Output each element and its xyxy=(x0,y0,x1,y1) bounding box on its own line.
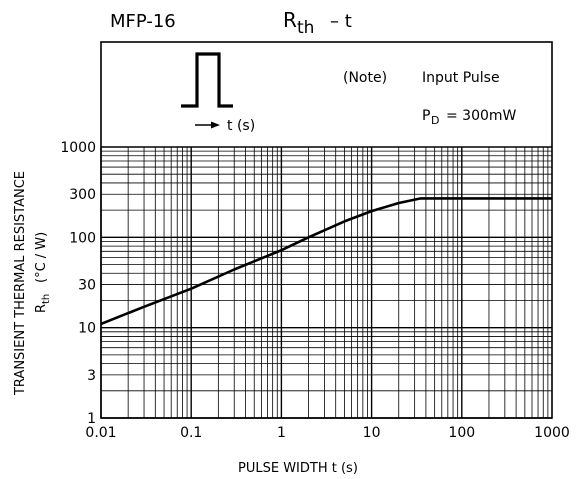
y-tick-label: 1 xyxy=(87,411,96,427)
note-box: t (s) (Note) Input Pulse P D = 300mW xyxy=(181,52,517,134)
input-pulse-label: Input Pulse xyxy=(422,70,500,86)
y-axis-label-line1: TRANSIENT THERMAL RESISTANCE xyxy=(13,171,28,396)
x-tick-label: 100 xyxy=(448,425,475,441)
series-line xyxy=(100,197,552,326)
x-tick-label: 1 xyxy=(277,425,286,441)
y-tick-label: 10 xyxy=(78,321,96,337)
y-axis-unit: (°C / W) xyxy=(34,232,49,283)
y-tick-label: 30 xyxy=(78,278,96,294)
pulse-time-label: t (s) xyxy=(227,118,255,134)
grid xyxy=(100,146,552,419)
title-rest: – t xyxy=(330,11,352,32)
y-tick-label: 3 xyxy=(87,368,96,384)
y-tick-label: 1000 xyxy=(60,140,96,156)
arrow-head-icon xyxy=(211,121,220,129)
y-axis-label: TRANSIENT THERMAL RESISTANCE xyxy=(13,171,28,396)
note-label: (Note) xyxy=(343,70,387,86)
title-r: R xyxy=(283,8,297,32)
x-tick-label: 10 xyxy=(363,425,381,441)
pd-main: P xyxy=(422,108,430,124)
x-tick-label: 0.01 xyxy=(85,425,116,441)
x-tick-label: 1000 xyxy=(534,425,570,441)
chart-title: R th – t xyxy=(283,8,352,38)
package-label: MFP-16 xyxy=(110,11,176,32)
y-axis-label-2: R th (°C / W) xyxy=(34,232,52,313)
pulse-icon xyxy=(181,52,233,108)
pd-value: = 300mW xyxy=(446,108,517,124)
y-tick-label: 100 xyxy=(69,230,96,246)
y-axis-rth: R xyxy=(34,304,49,313)
series-layer xyxy=(100,197,552,326)
x-axis-label: PULSE WIDTH t (s) xyxy=(238,461,358,476)
y-tick-label: 300 xyxy=(69,187,96,203)
y-axis-rth-sub: th xyxy=(41,294,52,304)
x-tick-label: 0.1 xyxy=(180,425,202,441)
pd-sub: D xyxy=(431,114,439,127)
tick-labels: 0.01 0.1 1 10 100 1000 1 3 10 30 100 300 1000 xyxy=(60,140,569,441)
title-th: th xyxy=(297,18,314,38)
